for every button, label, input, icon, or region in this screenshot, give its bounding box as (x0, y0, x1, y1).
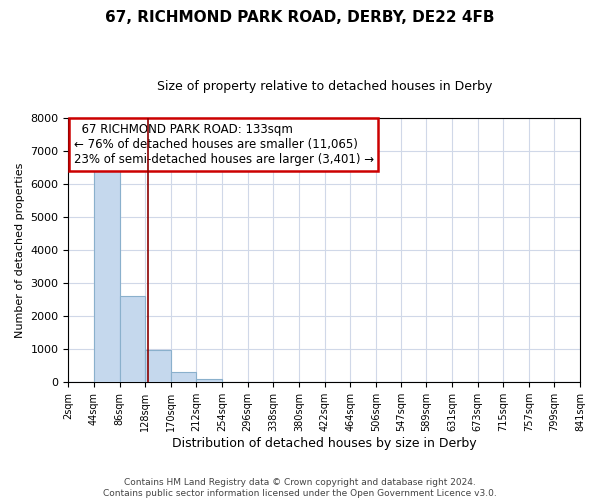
Bar (196, 378, 222, 382)
Title: Size of property relative to detached houses in Derby: Size of property relative to detached ho… (157, 80, 492, 93)
X-axis label: Distribution of detached houses by size in Derby: Distribution of detached houses by size … (172, 437, 476, 450)
Bar (94, 164, 119, 382)
Bar (171, 372, 196, 382)
Text: 67 RICHMOND PARK ROAD: 133sqm  
← 76% of detached houses are smaller (11,065)
23: 67 RICHMOND PARK ROAD: 133sqm ← 76% of d… (74, 123, 374, 166)
Text: 67, RICHMOND PARK ROAD, DERBY, DE22 4FB: 67, RICHMOND PARK ROAD, DERBY, DE22 4FB (105, 10, 495, 25)
Y-axis label: Number of detached properties: Number of detached properties (15, 162, 25, 338)
Bar (119, 296, 145, 382)
Bar (145, 350, 171, 382)
Text: Contains HM Land Registry data © Crown copyright and database right 2024.
Contai: Contains HM Land Registry data © Crown c… (103, 478, 497, 498)
